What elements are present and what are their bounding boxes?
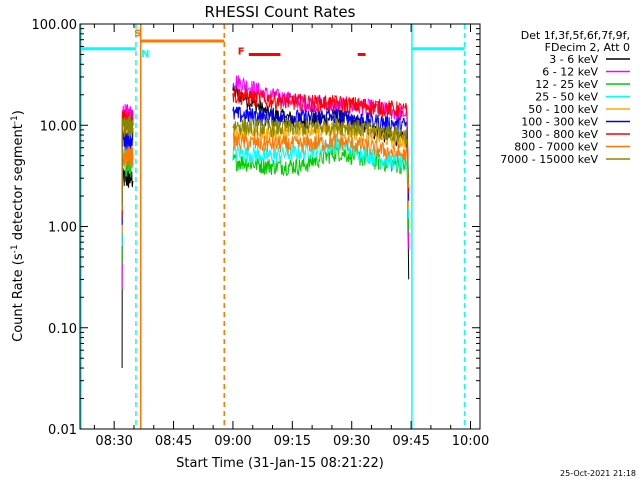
plot-overlays: SN F bbox=[80, 24, 466, 429]
series-trace-4-b bbox=[232, 136, 410, 219]
y-axis-label-main: Count Rate (s bbox=[11, 253, 26, 342]
y-tick-label: 10.00 bbox=[40, 119, 77, 134]
legend-entry-label: 25 - 50 keV bbox=[535, 91, 598, 104]
flag-marker-n: N bbox=[141, 49, 149, 60]
series-trace-9-a bbox=[121, 115, 134, 205]
legend-entry-label: 7000 - 15000 keV bbox=[500, 153, 598, 166]
y-axis-label-end: ) bbox=[11, 110, 26, 115]
plot-traces bbox=[121, 75, 410, 369]
x-tick-label: 09:00 bbox=[214, 434, 251, 449]
x-tick-label: 09:15 bbox=[274, 434, 311, 449]
y-tick-label: 1.00 bbox=[48, 221, 77, 236]
y-axis-label-exponent: -1 bbox=[10, 244, 20, 253]
legend-entry-label: 300 - 800 keV bbox=[521, 128, 598, 141]
chart-title: RHESSI Count Rates bbox=[205, 3, 356, 21]
y-axis-label: Count Rate (s-1 detector segment-1) bbox=[10, 110, 26, 342]
x-tick-label: 09:45 bbox=[392, 434, 429, 449]
x-tick-label: 08:30 bbox=[95, 434, 132, 449]
legend-header-line-2: FDecim 2, Att 0 bbox=[545, 41, 630, 54]
flag-marker-f: F bbox=[238, 46, 245, 57]
y-tick-label: 0.01 bbox=[48, 423, 77, 438]
legend-entry-label: 6 - 12 keV bbox=[542, 66, 598, 79]
series-trace-6-a bbox=[121, 128, 134, 225]
x-tick-label: 10:00 bbox=[452, 434, 489, 449]
series-trace-8-b bbox=[232, 132, 410, 189]
legend-entry-label: 12 - 25 keV bbox=[535, 78, 598, 91]
y-axis: 0.01 0.10 1.00 10.00 100.00 bbox=[32, 18, 480, 438]
x-axis: 08:30 08:45 09:00 09:15 09:30 09:45 10:00 bbox=[93, 24, 489, 449]
x-tick-label: 08:45 bbox=[155, 434, 192, 449]
legend: Det 1f,3f,5f,6f,7f,9f, FDecim 2, Att 0 3… bbox=[500, 29, 630, 166]
legend-entry-label: 3 - 6 keV bbox=[549, 53, 598, 66]
x-tick-label: 09:30 bbox=[333, 434, 370, 449]
y-tick-label: 100.00 bbox=[32, 18, 78, 33]
y-axis-label-suffix: detector segment bbox=[11, 124, 26, 244]
legend-entry-label: 100 - 300 keV bbox=[521, 116, 598, 129]
legend-entry-label: 800 - 7000 keV bbox=[514, 141, 598, 154]
series-trace-8-a bbox=[121, 146, 134, 211]
flag-marker-s: S bbox=[134, 29, 141, 40]
y-tick-label: 0.10 bbox=[48, 322, 77, 337]
series-trace-9-b bbox=[232, 117, 410, 183]
footer-timestamp: 25-Oct-2021 21:18 bbox=[560, 469, 636, 478]
series-trace-1-a bbox=[121, 168, 134, 369]
legend-entry-label: 50 - 100 keV bbox=[528, 103, 598, 116]
x-axis-label: Start Time (31-Jan-15 08:21:22) bbox=[176, 456, 384, 471]
legend-header-line-1: Det 1f,3f,5f,6f,7f,9f, bbox=[521, 29, 630, 42]
y-axis-label-exponent-2: -1 bbox=[10, 115, 20, 124]
series-trace-7-b bbox=[232, 88, 410, 194]
